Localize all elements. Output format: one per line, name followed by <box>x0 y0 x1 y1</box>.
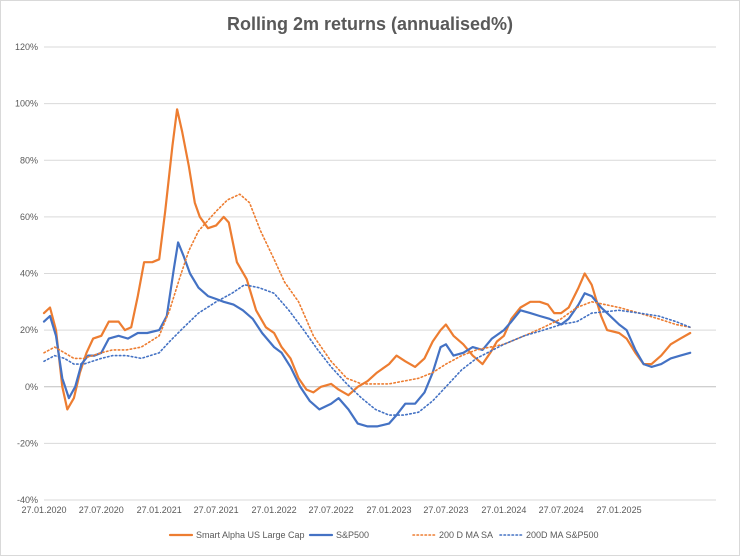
x-tick-label: 27.07.2020 <box>79 505 124 515</box>
x-tick-label: 27.01.2022 <box>252 505 297 515</box>
series-line-1 <box>42 241 692 428</box>
x-tick-label: 27.07.2023 <box>423 505 468 515</box>
x-tick-label: 27.07.2021 <box>194 505 239 515</box>
y-tick-label: 80% <box>20 155 38 165</box>
y-tick-label: 40% <box>20 269 38 279</box>
y-tick-label: 100% <box>15 99 38 109</box>
y-tick-label: 120% <box>15 42 38 52</box>
legend-label: S&P500 <box>336 530 369 540</box>
x-tick-label: 27.07.2024 <box>539 505 584 515</box>
legend-label: 200D MA S&P500 <box>526 530 599 540</box>
chart-title: Rolling 2m returns (annualised%) <box>226 14 514 34</box>
y-tick-label: 20% <box>20 325 38 335</box>
x-tick-label: 27.01.2024 <box>481 505 526 515</box>
y-tick-label: 0% <box>25 382 38 392</box>
y-tick-label: 60% <box>20 212 38 222</box>
series-line-3 <box>43 284 691 416</box>
series-line-2 <box>43 193 691 385</box>
legend-label: Smart Alpha US Large Cap <box>196 530 305 540</box>
y-tick-label: -20% <box>17 438 38 448</box>
x-tick-label: 27.01.2025 <box>597 505 642 515</box>
legend-label: 200 D MA SA <box>439 530 493 540</box>
x-tick-label: 27.01.2020 <box>21 505 66 515</box>
y-tick-label: -40% <box>17 495 38 505</box>
x-tick-label: 27.01.2023 <box>366 505 411 515</box>
x-tick-label: 27.01.2021 <box>137 505 182 515</box>
series-line-0 <box>42 108 692 411</box>
x-tick-label: 27.07.2022 <box>309 505 354 515</box>
